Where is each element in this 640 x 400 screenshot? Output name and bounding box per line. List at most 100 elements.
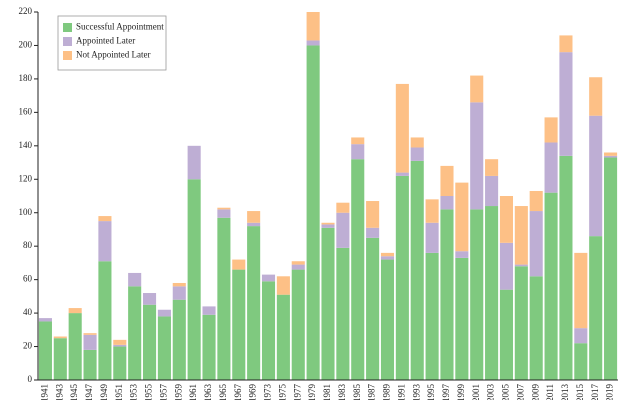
bar-segment <box>291 264 305 270</box>
x-tick-label: 2005 <box>501 384 511 400</box>
bar-segment <box>440 196 454 210</box>
bar-segment <box>217 217 231 380</box>
bar-segment <box>410 147 424 161</box>
bar-segment <box>232 269 246 380</box>
bar-segment <box>485 206 499 380</box>
bar-segment <box>559 52 573 156</box>
x-tick-label: 1973 <box>263 384 273 400</box>
bar-segment <box>306 12 320 41</box>
bar-segment <box>113 339 127 345</box>
bar-segment <box>604 157 618 380</box>
x-tick-label: 1955 <box>144 384 154 400</box>
bar-segment <box>514 264 528 267</box>
x-tick-label: 1957 <box>158 384 168 400</box>
x-tick-label: 2015 <box>575 384 585 400</box>
bar-segment <box>485 159 499 176</box>
bar-segment <box>53 336 67 339</box>
bar-segment <box>98 221 112 262</box>
bar-segment <box>232 259 246 270</box>
bar-segment <box>187 179 201 380</box>
bar-segment <box>261 274 276 282</box>
bar-segment <box>455 251 469 258</box>
x-tick-label: 2011 <box>545 384 555 400</box>
x-tick-label: 2007 <box>515 384 525 400</box>
x-tick-label: 1977 <box>292 384 302 400</box>
bar-segment <box>142 304 157 380</box>
x-tick-label: 2003 <box>486 384 496 400</box>
bar-segment <box>366 227 380 238</box>
x-tick-label: 1981 <box>322 384 332 400</box>
legend-label: Appointed Later <box>76 36 135 46</box>
bar-segment <box>470 209 484 380</box>
bar-segment <box>425 199 439 223</box>
bar-segment <box>529 211 543 277</box>
bar-segment <box>157 316 171 380</box>
bar-segment <box>202 314 216 380</box>
bar-segment <box>544 117 558 143</box>
bar-segment <box>217 209 231 218</box>
bar-segment <box>544 142 558 193</box>
bar-segment <box>83 334 97 350</box>
y-tick-label: 120 <box>19 173 33 183</box>
bar-segment <box>425 252 439 380</box>
legend-box <box>57 15 167 71</box>
bar-segment <box>83 349 97 380</box>
bar-segment <box>499 289 514 380</box>
bar-segment <box>455 182 469 252</box>
bar-segment <box>113 344 127 347</box>
bar-segment <box>395 175 409 380</box>
bar-segment <box>559 155 573 380</box>
bar-segment <box>559 35 573 53</box>
x-tick-label: 1979 <box>307 384 317 400</box>
bar-segment <box>544 192 558 380</box>
x-tick-label: 1961 <box>188 384 198 400</box>
bar-segment <box>410 137 424 148</box>
x-tick-label: 1949 <box>99 384 109 400</box>
y-tick-label: 80 <box>23 240 33 250</box>
bar-segment <box>380 252 395 257</box>
bar-segment <box>336 247 350 380</box>
bar-segment <box>98 261 112 380</box>
bar-segment <box>410 160 424 380</box>
bar-segment <box>351 159 365 380</box>
x-tick-label: 1999 <box>456 384 466 400</box>
bar-segment <box>247 226 261 380</box>
x-tick-label: 1987 <box>367 384 377 400</box>
bar-segment <box>53 338 67 380</box>
x-tick-label: 1995 <box>426 384 436 400</box>
legend-swatch <box>63 37 72 46</box>
x-tick-label: 2001 <box>471 384 481 400</box>
bar-segment <box>276 294 290 380</box>
bar-segment <box>142 293 157 305</box>
bar-segment <box>589 236 603 380</box>
x-tick-label: 1975 <box>277 384 287 400</box>
bar-segment <box>380 259 395 380</box>
bar-segment <box>68 313 82 380</box>
bar-segment <box>172 286 186 300</box>
bar-segment <box>589 115 603 237</box>
bar-segment <box>291 269 305 380</box>
x-tick-label: 1989 <box>382 384 392 400</box>
bar-segment <box>321 224 335 228</box>
y-tick-label: 180 <box>19 73 33 83</box>
bar-segment <box>604 152 618 156</box>
bar-segment <box>172 282 186 287</box>
x-tick-label: 1951 <box>114 384 124 400</box>
y-tick-label: 20 <box>23 341 33 351</box>
x-tick-label: 1991 <box>396 384 406 400</box>
bar-segment <box>38 318 52 322</box>
x-tick-label: 1953 <box>129 384 139 400</box>
bar-segment <box>98 216 112 222</box>
legend-label: Successful Appointment <box>76 22 164 32</box>
x-tick-label: 1967 <box>233 384 243 400</box>
bar-segment <box>247 211 261 223</box>
bar-segment <box>514 266 528 380</box>
y-tick-label: 200 <box>19 40 33 50</box>
x-tick-label: 1965 <box>218 384 228 400</box>
bar-segment <box>187 145 201 180</box>
legend-swatch <box>63 51 72 60</box>
x-tick-label: 1993 <box>411 384 421 400</box>
bar-segment <box>321 227 335 380</box>
bar-segment <box>276 276 290 295</box>
bar-segment <box>395 172 409 176</box>
